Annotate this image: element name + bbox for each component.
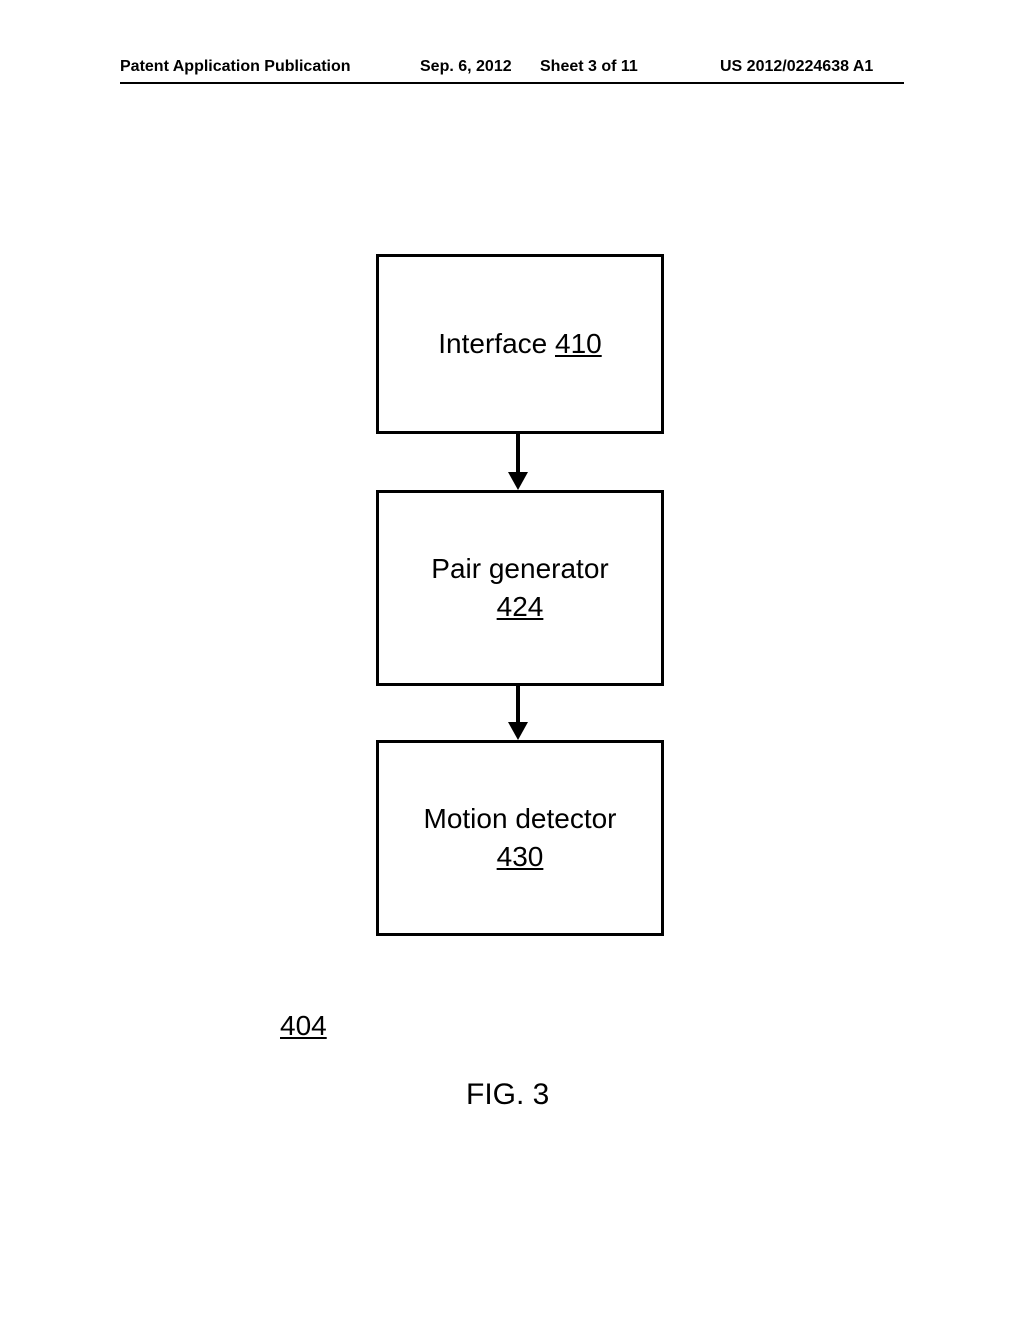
- node-motion-label: Motion detector: [424, 800, 617, 838]
- node-interface-text: Interface 410: [438, 325, 601, 363]
- page: Patent Application Publication Sep. 6, 2…: [0, 0, 1024, 1320]
- edge-interface-pairgen-line: [516, 434, 520, 474]
- node-motion: Motion detector 430: [376, 740, 664, 936]
- header-rule: [120, 82, 904, 84]
- node-interface: Interface 410: [376, 254, 664, 434]
- node-pairgen: Pair generator 424: [376, 490, 664, 686]
- edge-pairgen-motion-line: [516, 686, 520, 724]
- node-pairgen-label: Pair generator: [431, 550, 608, 588]
- edge-pairgen-motion-head: [508, 722, 528, 740]
- node-pairgen-ref: 424: [497, 588, 544, 626]
- node-interface-ref: 410: [555, 328, 602, 359]
- node-motion-ref: 430: [497, 838, 544, 876]
- sheet-label: Sheet 3 of 11: [540, 58, 638, 76]
- publication-label: Patent Application Publication: [120, 58, 351, 76]
- node-interface-label: Interface: [438, 328, 547, 359]
- figure-reference-number: 404: [280, 1010, 327, 1042]
- publication-date: Sep. 6, 2012: [420, 58, 512, 76]
- figure-caption: FIG. 3: [466, 1078, 549, 1112]
- edge-interface-pairgen-head: [508, 472, 528, 490]
- patent-number: US 2012/0224638 A1: [720, 58, 873, 76]
